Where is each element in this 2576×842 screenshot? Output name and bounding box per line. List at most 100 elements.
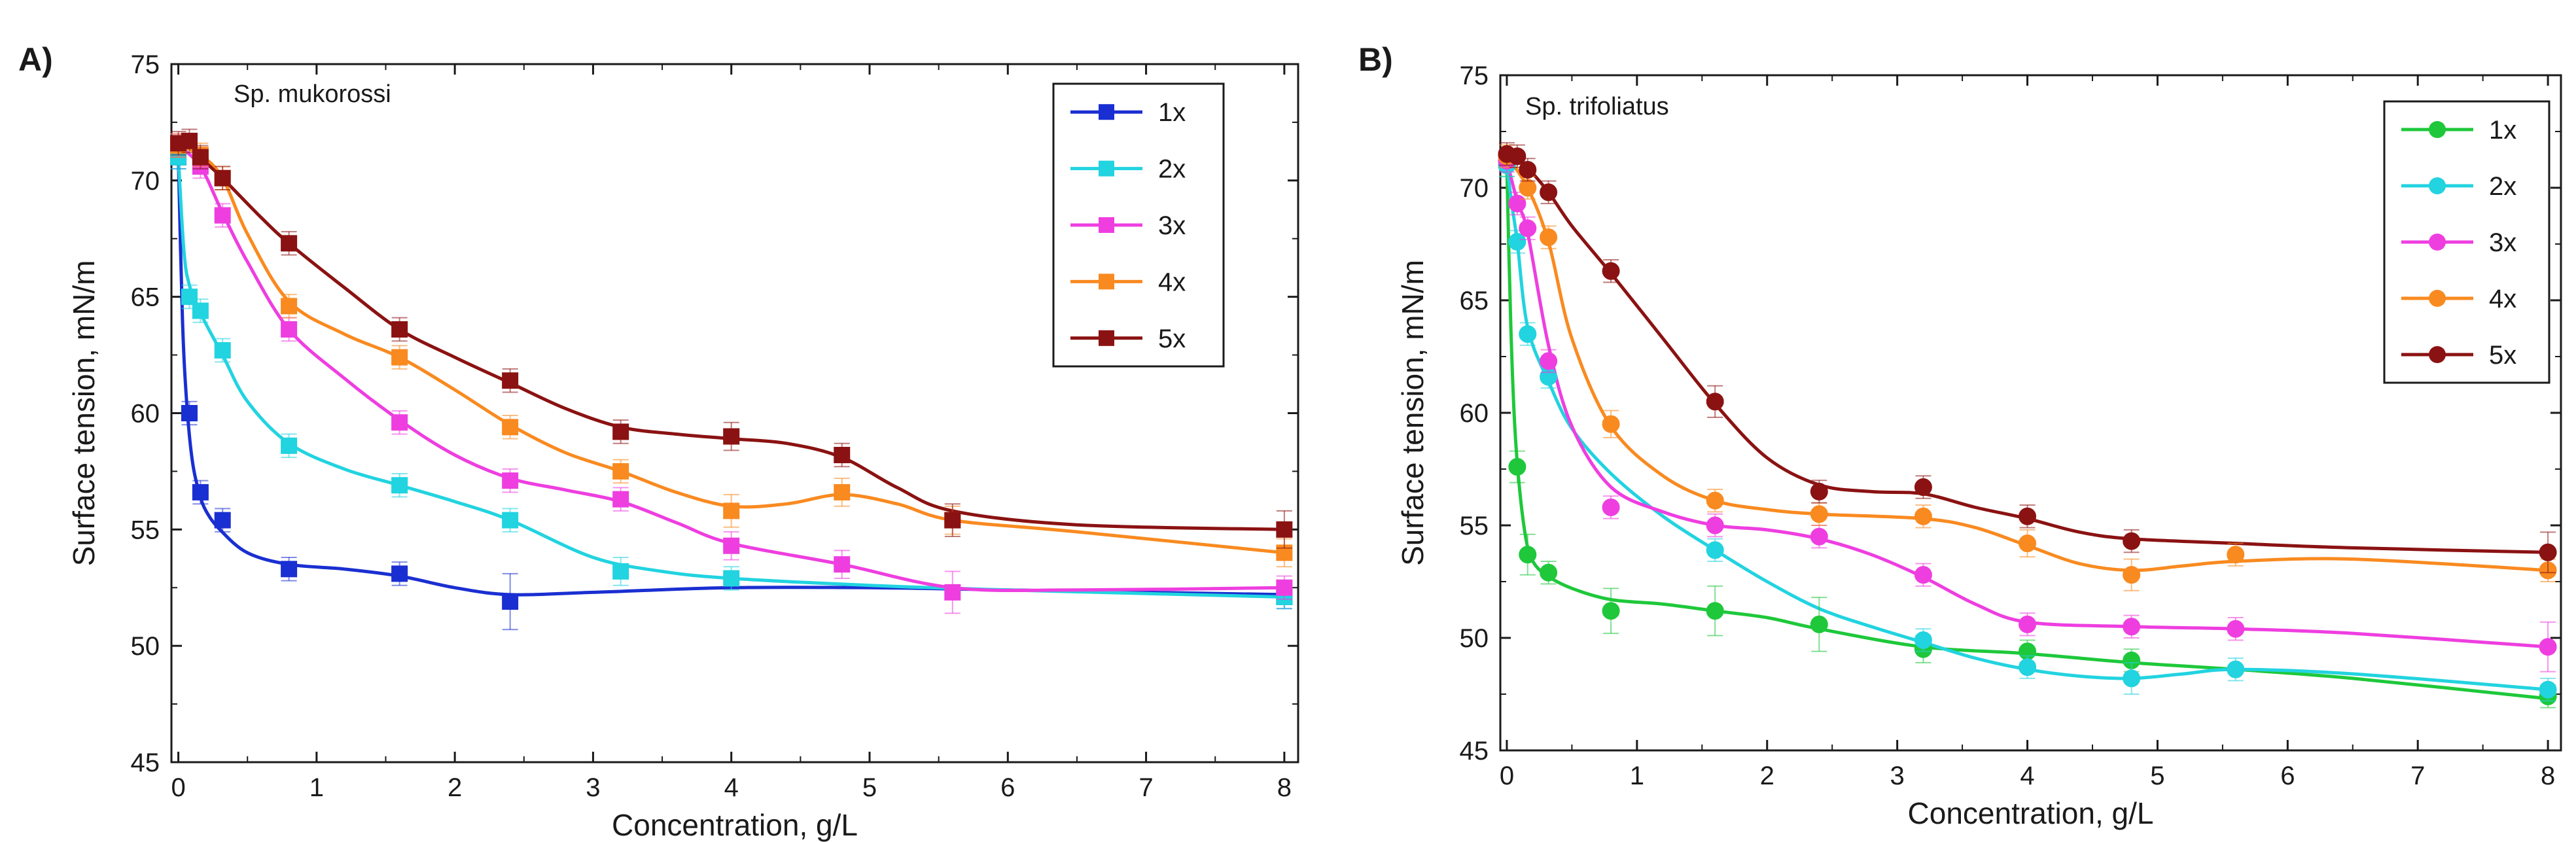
data-point-2x xyxy=(281,437,298,454)
x-tick-label: 2 xyxy=(448,773,462,802)
data-point-4x xyxy=(2019,535,2037,553)
data-point-3x xyxy=(502,472,519,489)
legend-marker xyxy=(1099,104,1114,120)
data-point-3x xyxy=(944,584,961,601)
data-point-5x xyxy=(1519,160,1537,179)
x-tick-label: 2 xyxy=(1760,762,1774,790)
data-point-4x xyxy=(502,419,519,436)
data-point-3x xyxy=(1508,194,1526,213)
legend-label: 1x xyxy=(1158,98,1186,127)
data-point-4x xyxy=(391,349,408,366)
data-point-5x xyxy=(214,169,231,186)
y-tick-label: 75 xyxy=(131,50,160,79)
data-point-2x xyxy=(2123,669,2141,688)
data-point-1x xyxy=(391,565,408,582)
x-tick-label: 6 xyxy=(2280,762,2295,790)
data-point-3x xyxy=(281,321,298,338)
legend-marker xyxy=(2429,234,2446,251)
y-tick-label: 55 xyxy=(1460,512,1489,540)
fit-curve-1x xyxy=(177,155,1286,597)
legend-label: 2x xyxy=(2489,172,2516,201)
x-tick-label: 7 xyxy=(2410,762,2425,790)
data-point-1x xyxy=(1810,615,1828,633)
data-point-2x xyxy=(214,342,231,359)
x-tick-label: 8 xyxy=(2541,762,2555,790)
data-point-5x xyxy=(192,149,209,166)
data-point-5x xyxy=(2019,507,2037,525)
fit-curve-5x xyxy=(177,138,1286,531)
data-point-2x xyxy=(1519,325,1537,343)
data-point-5x xyxy=(834,447,851,464)
data-point-4x xyxy=(1602,415,1620,433)
data-point-4x xyxy=(281,298,298,315)
legend-label: 2x xyxy=(1158,155,1186,184)
data-point-3x xyxy=(2019,615,2037,633)
legend-label: 5x xyxy=(1158,325,1186,353)
legend-marker xyxy=(2429,121,2446,138)
legend-label: 4x xyxy=(1158,268,1186,296)
legend-marker xyxy=(2429,290,2446,307)
y-tick-label: 75 xyxy=(1460,61,1489,90)
data-point-4x xyxy=(2227,546,2245,564)
panel-label: A) xyxy=(18,41,53,78)
data-point-2x xyxy=(2539,680,2557,699)
y-tick-label: 65 xyxy=(131,283,160,312)
x-tick-label: 5 xyxy=(862,773,877,802)
data-point-5x xyxy=(281,235,298,252)
y-tick-label: 70 xyxy=(131,167,160,196)
data-point-3x xyxy=(1602,498,1620,516)
data-point-2x xyxy=(2019,658,2037,676)
data-point-3x xyxy=(723,537,740,554)
data-point-3x xyxy=(1810,527,1828,546)
data-point-3x xyxy=(2227,620,2245,638)
legend-marker xyxy=(2429,177,2446,194)
legend-label: 3x xyxy=(2489,228,2516,257)
data-point-2x xyxy=(723,570,740,587)
data-point-5x xyxy=(1810,482,1828,500)
data-point-2x xyxy=(391,477,408,494)
y-tick-label: 60 xyxy=(131,400,160,429)
data-point-1x xyxy=(192,483,209,500)
data-point-5x xyxy=(612,423,629,440)
data-point-5x xyxy=(1914,478,1932,497)
data-point-1x xyxy=(502,593,519,610)
data-point-2x xyxy=(502,512,519,529)
data-point-4x xyxy=(1810,505,1828,523)
data-point-3x xyxy=(612,491,629,508)
data-point-3x xyxy=(214,207,231,224)
data-point-1x xyxy=(181,405,198,421)
data-point-4x xyxy=(2123,566,2141,584)
legend-marker xyxy=(1099,273,1114,290)
data-point-5x xyxy=(944,512,961,529)
legend-marker xyxy=(1099,217,1114,233)
y-axis-title: Surface tension, mN/m xyxy=(1396,260,1430,566)
chart-title: Sp. mukorossi xyxy=(234,80,391,108)
data-point-1x xyxy=(1519,546,1537,564)
data-point-2x xyxy=(1706,541,1724,559)
data-point-5x xyxy=(1602,262,1620,280)
legend-marker xyxy=(1099,160,1114,177)
x-tick-label: 3 xyxy=(1890,762,1905,790)
data-point-1x xyxy=(1508,458,1526,476)
data-point-3x xyxy=(391,414,408,431)
data-point-4x xyxy=(1540,228,1558,247)
data-point-4x xyxy=(834,483,851,500)
chart-title: Sp. trifoliatus xyxy=(1525,93,1669,120)
y-tick-label: 45 xyxy=(131,748,160,777)
data-point-4x xyxy=(612,463,629,480)
y-tick-label: 50 xyxy=(131,632,160,661)
data-point-5x xyxy=(502,372,519,389)
data-point-2x xyxy=(181,289,198,306)
data-point-5x xyxy=(1706,393,1724,411)
data-point-3x xyxy=(1519,219,1537,237)
data-point-2x xyxy=(1914,631,1932,649)
data-point-5x xyxy=(181,132,198,149)
y-tick-label: 55 xyxy=(131,516,160,544)
data-point-3x xyxy=(1540,352,1558,370)
data-point-4x xyxy=(1706,491,1724,510)
y-tick-label: 50 xyxy=(1460,624,1489,653)
x-tick-label: 4 xyxy=(2020,762,2034,790)
x-axis-title: Concentration, g/L xyxy=(612,808,858,842)
data-point-1x xyxy=(1706,602,1724,620)
x-tick-label: 6 xyxy=(1000,773,1015,802)
